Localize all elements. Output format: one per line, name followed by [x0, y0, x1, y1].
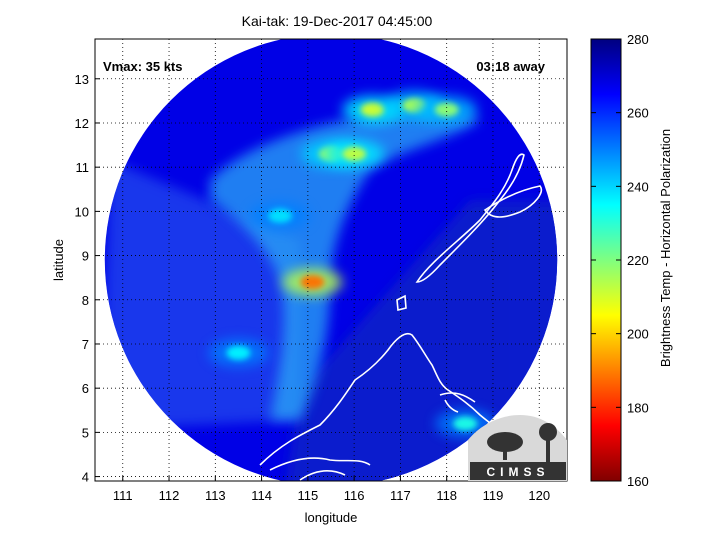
x-tick-label: 116: [344, 488, 365, 503]
feature-core: [342, 146, 367, 161]
x-tick-labels: 111 112 113 114 115 116 117 118 119 120: [113, 476, 550, 503]
y-tick-label: 5: [82, 425, 89, 440]
chart-title: Kai-tak: 19-Dec-2017 04:45:00: [242, 13, 433, 29]
x-tick-label: 120: [528, 488, 550, 503]
y-tick-label: 8: [82, 293, 89, 308]
colorbar-tick-label: 160: [627, 474, 649, 489]
x-tick-label: 114: [251, 488, 272, 503]
satellite-dish-icon: [487, 432, 523, 452]
y-tick-label: 7: [82, 337, 89, 352]
time-away-annotation: 03:18 away: [476, 59, 545, 74]
colorbar-tick-label: 220: [627, 253, 649, 268]
x-tick-label: 118: [436, 488, 457, 503]
swath-image: [95, 39, 567, 481]
feature-core: [360, 102, 385, 117]
coastline-far-north: [551, 39, 561, 81]
x-tick-label: 113: [205, 488, 226, 503]
axes-frame: [94, 38, 568, 482]
y-tick-label: 13: [75, 72, 89, 87]
coastline-islet: [396, 294, 407, 312]
y-tick-label: 9: [82, 249, 89, 264]
coastline-sarawak: [269, 457, 371, 481]
feature-core: [300, 275, 325, 290]
colorbar-tick-label: 180: [627, 400, 649, 415]
vmax-annotation: Vmax: 35 kts: [103, 59, 183, 74]
y-tick-label: 11: [76, 160, 90, 175]
coastline-sabah: [439, 392, 476, 413]
feature-core: [226, 345, 251, 360]
y-tick-label: 10: [75, 204, 89, 219]
colorbar-tick-label: 240: [627, 179, 649, 194]
feature-core: [268, 208, 293, 223]
cimss-logo: CIMSS: [468, 415, 567, 481]
grid-lines: [95, 39, 567, 481]
x-tick-label: 111: [113, 488, 133, 503]
colorbar-tick-label: 280: [627, 32, 649, 47]
colorbar-tick-label: 200: [627, 327, 649, 342]
x-tick-label: 112: [159, 488, 180, 503]
colorbar-tick-label: 260: [627, 106, 649, 121]
x-tick-label: 115: [297, 488, 318, 503]
coastline-palawan: [415, 153, 525, 283]
colorbar-ticks: 160 180 200 220 240 260 280: [591, 32, 649, 489]
y-tick-label: 12: [75, 116, 89, 131]
coastline-north: [539, 116, 554, 132]
x-axis-label: longitude: [305, 510, 358, 525]
feature-core: [453, 416, 478, 431]
y-tick-labels: 4 5 6 7 8 9 10 11 12 13: [75, 72, 100, 485]
coastline-borneo: [259, 332, 506, 466]
x-tick-label: 119: [483, 488, 504, 503]
logo-text: CIMSS: [486, 465, 549, 479]
y-tick-label: 6: [82, 381, 89, 396]
y-tick-label: 4: [82, 470, 89, 485]
x-tick-label: 117: [390, 488, 411, 503]
cloud-band: [210, 108, 480, 420]
coastline-islands: [483, 185, 542, 218]
feature-core: [434, 102, 459, 117]
y-axis-label: latitude: [51, 239, 66, 281]
water-tower-icon: [539, 423, 557, 441]
colorbar-label: Brightness Temp - Horizontal Polarizatio…: [658, 129, 673, 367]
